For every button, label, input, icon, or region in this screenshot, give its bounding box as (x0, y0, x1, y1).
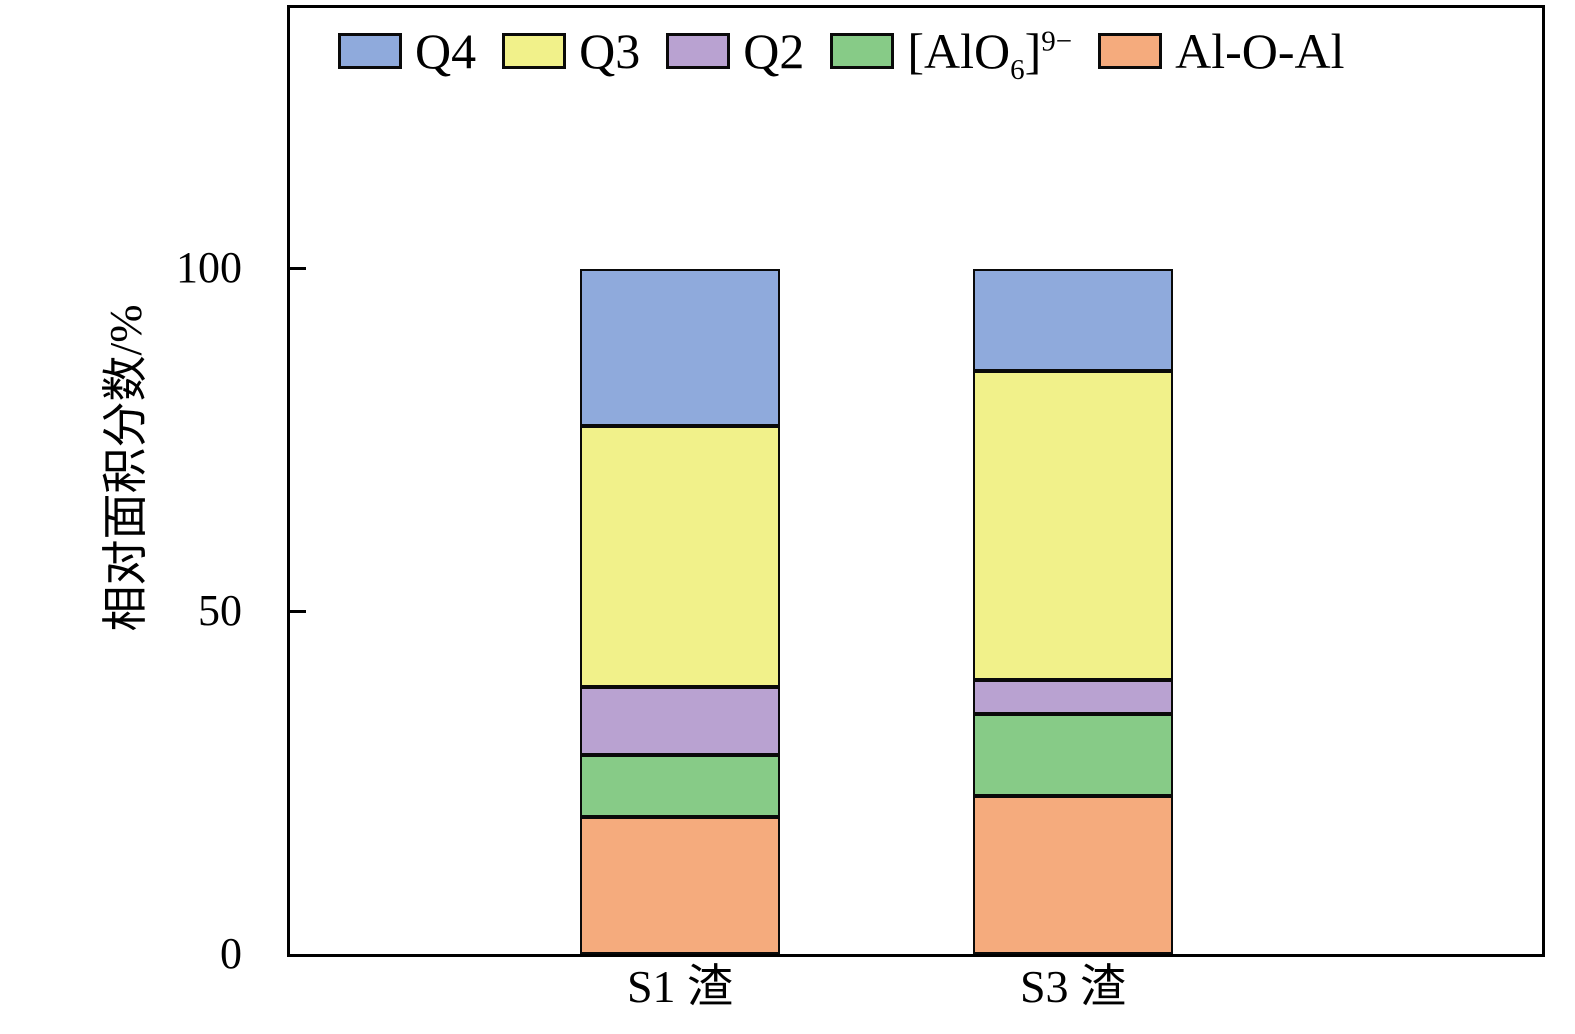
y-tick (290, 267, 306, 270)
bar-segment-q3 (973, 371, 1173, 680)
bar-s1 (580, 8, 780, 954)
plot-area: Q4 Q3 Q2 [AlO6]9− Al-O-Al (287, 5, 1545, 957)
bar-segment-alo6 (973, 714, 1173, 797)
y-tick-label: 50 (198, 586, 242, 636)
legend-item-q4: Q4 (338, 26, 476, 76)
x-tick-label: S1 渣 (626, 961, 734, 1012)
bar-s3 (973, 8, 1173, 954)
legend-swatch-alo6 (830, 33, 895, 69)
x-axis-tick-labels: S1 渣 S3 渣 (287, 961, 1545, 1032)
legend-label-al-o-al: Al-O-Al (1175, 23, 1345, 79)
legend: Q4 Q3 Q2 [AlO6]9− Al-O-Al (338, 23, 1345, 86)
legend-label-alo6: [AlO6]9− (907, 23, 1073, 86)
bar-segment-q2 (580, 686, 780, 756)
legend-item-al-o-al: Al-O-Al (1098, 23, 1345, 79)
legend-swatch-q2 (666, 33, 731, 69)
bar-segment-al-o-al (973, 796, 1173, 954)
legend-item-q2: Q2 (666, 26, 804, 76)
bar-segment-alo6 (580, 755, 780, 817)
legend-label-q4: Q4 (415, 23, 477, 79)
legend-swatch-q3 (502, 33, 567, 69)
legend-label-q3: Q3 (579, 23, 641, 79)
y-tick (290, 609, 306, 613)
y-tick-label: 0 (220, 929, 242, 978)
legend-swatch-q4 (338, 33, 402, 69)
bar-segment-q4 (973, 268, 1173, 372)
y-axis-tick-labels: 0 50 100 (0, 5, 262, 976)
bar-segment-q3 (580, 426, 780, 687)
bar-segment-al-o-al (580, 816, 780, 954)
bar-segment-q2 (973, 679, 1173, 715)
bar-segment-q4 (580, 268, 780, 427)
legend-item-alo6: [AlO6]9− (830, 23, 1073, 86)
x-tick-label: S3 渣 (1019, 961, 1127, 1012)
legend-label-q2: Q2 (743, 23, 805, 79)
legend-swatch-al-o-al (1098, 33, 1163, 69)
y-tick-label: 100 (176, 243, 242, 293)
legend-item-q3: Q3 (502, 26, 640, 76)
